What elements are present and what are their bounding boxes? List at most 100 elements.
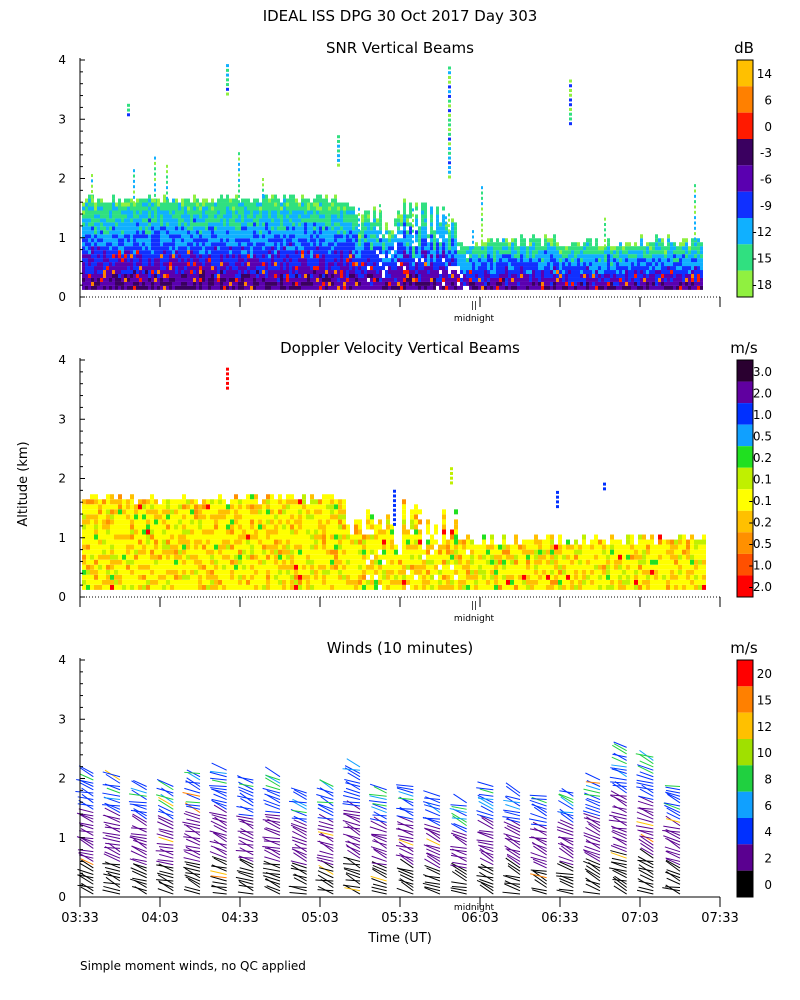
snr-cell — [220, 230, 223, 235]
snr-cell — [400, 254, 403, 259]
snr-cell — [670, 250, 673, 255]
snr-cell — [484, 270, 487, 275]
snr-cell — [295, 214, 298, 219]
snr-cell — [505, 250, 508, 255]
snr-cell — [187, 250, 190, 255]
snr-cell — [466, 246, 469, 251]
snr-cell — [559, 262, 562, 267]
snr-cell — [433, 234, 436, 239]
snr-cell — [319, 246, 322, 251]
snr-cell — [637, 258, 640, 263]
doppler-cell — [222, 499, 226, 505]
snr-cell — [229, 254, 232, 259]
snr-cell — [277, 285, 280, 290]
colorbar-frame — [736, 59, 754, 298]
snr-cell — [478, 262, 481, 267]
snr-cell — [616, 273, 619, 278]
doppler-cell — [122, 509, 126, 515]
snr-cell — [103, 202, 106, 207]
doppler-cell — [138, 584, 142, 590]
snr-cell — [565, 262, 568, 267]
snr-cell — [595, 242, 598, 247]
snr-cell — [217, 214, 220, 219]
snr-cell — [373, 273, 376, 278]
snr-cell — [208, 250, 211, 255]
snr-cell — [385, 277, 388, 282]
snr-cell — [256, 250, 259, 255]
snr-cell — [427, 285, 430, 290]
snr-cell — [235, 218, 238, 223]
snr-cell — [157, 210, 160, 215]
snr-cell — [196, 242, 199, 247]
doppler-cell — [218, 499, 222, 505]
snr-plume-cell — [154, 199, 156, 203]
snr-cell — [481, 246, 484, 251]
snr-cell — [232, 210, 235, 215]
snr-cell — [217, 254, 220, 259]
doppler-cell — [134, 539, 138, 545]
doppler-cell — [202, 514, 206, 520]
doppler-cell — [270, 569, 274, 575]
doppler-cell — [94, 539, 98, 545]
snr-cell — [379, 273, 382, 278]
snr-cell — [112, 266, 115, 271]
snr-cell — [106, 242, 109, 247]
snr-cell — [112, 226, 115, 231]
doppler-cell — [290, 564, 294, 570]
snr-cell — [112, 238, 115, 243]
snr-cell — [319, 242, 322, 247]
snr-cell — [373, 230, 376, 235]
snr-cell — [469, 285, 472, 290]
snr-cell — [415, 218, 418, 223]
snr-cell — [88, 230, 91, 235]
snr-cell — [205, 277, 208, 282]
snr-cell — [502, 281, 505, 286]
colorbar-swatch — [737, 165, 753, 192]
snr-cell — [223, 254, 226, 259]
snr-cell — [535, 281, 538, 286]
snr-plume-cell — [569, 112, 572, 116]
snr-cell — [214, 230, 217, 235]
snr-cell — [598, 285, 601, 290]
snr-cell — [115, 214, 118, 219]
snr-cell — [445, 238, 448, 243]
snr-cell — [622, 266, 625, 271]
doppler-cell — [102, 509, 106, 515]
doppler-cell — [322, 549, 326, 555]
doppler-cell — [254, 534, 258, 540]
snr-cell — [418, 277, 421, 282]
doppler-cell — [322, 584, 326, 590]
colorbar-label: -18 — [752, 278, 772, 292]
snr-cell — [634, 254, 637, 259]
doppler-cell — [230, 569, 234, 575]
snr-cell — [151, 210, 154, 215]
snr-cell — [97, 258, 100, 263]
snr-cell — [562, 250, 565, 255]
doppler-cell — [290, 539, 294, 545]
snr-cell — [349, 218, 352, 223]
snr-cell — [676, 254, 679, 259]
doppler-cell — [114, 509, 118, 515]
snr-cell — [658, 277, 661, 282]
snr-cell — [130, 230, 133, 235]
snr-cell — [694, 246, 697, 251]
snr-plume-cell — [262, 188, 264, 192]
snr-cell — [268, 230, 271, 235]
snr-cell — [238, 226, 241, 231]
snr-cell — [226, 281, 229, 286]
doppler-cell — [302, 499, 306, 505]
doppler-cell — [278, 524, 282, 530]
snr-cell — [511, 270, 514, 275]
snr-cell — [340, 250, 343, 255]
snr-cell — [151, 202, 154, 207]
snr-cell — [205, 210, 208, 215]
snr-cell — [169, 277, 172, 282]
doppler-cell — [146, 574, 150, 580]
snr-cell — [421, 254, 424, 259]
snr-cell — [517, 250, 520, 255]
snr-cell — [679, 270, 682, 275]
snr-cell — [193, 206, 196, 211]
snr-cell — [100, 202, 103, 207]
snr-cell — [235, 226, 238, 231]
snr-cell — [487, 262, 490, 267]
